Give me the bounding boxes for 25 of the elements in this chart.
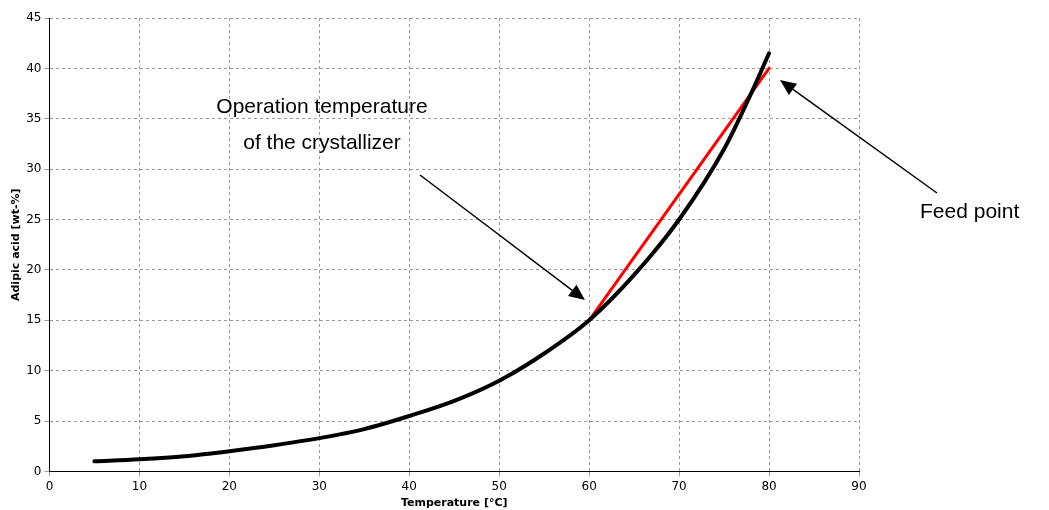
y-tick-label: 10 xyxy=(26,362,42,377)
x-tick-label: 20 xyxy=(221,478,238,493)
annotation: Operation temperature of the crystallizer xyxy=(216,93,428,153)
x-tick-label: 50 xyxy=(491,478,507,493)
x-tick-label: 40 xyxy=(401,478,417,493)
text: Feed point xyxy=(920,198,1020,222)
y-tick-label: 35 xyxy=(26,110,42,125)
y-tick-label: 15 xyxy=(26,312,42,327)
x-tick-label: 90 xyxy=(851,478,867,493)
y-tick-label: 0 xyxy=(33,463,42,478)
x-tick-label: 80 xyxy=(761,478,777,493)
x-axis-title: Temperature [°C] xyxy=(400,496,508,510)
y-tick-label: 45 xyxy=(26,10,42,25)
line-series xyxy=(92,51,772,464)
y-tick-label: 30 xyxy=(26,161,42,176)
x-tick-label: 60 xyxy=(581,478,597,493)
x-tick-label: 0 xyxy=(45,478,54,493)
x-tick-label: 10 xyxy=(131,478,148,493)
y-axis-title: Adipic acid [wt-%] xyxy=(9,188,23,302)
y-tick-label: 5 xyxy=(33,413,42,428)
x-tick-label: 30 xyxy=(311,478,327,493)
y-tick-label: 25 xyxy=(26,211,42,226)
y-tick-label: 40 xyxy=(26,60,42,75)
y-tick-label: 20 xyxy=(26,262,42,277)
x-tick-label: 70 xyxy=(671,478,687,493)
